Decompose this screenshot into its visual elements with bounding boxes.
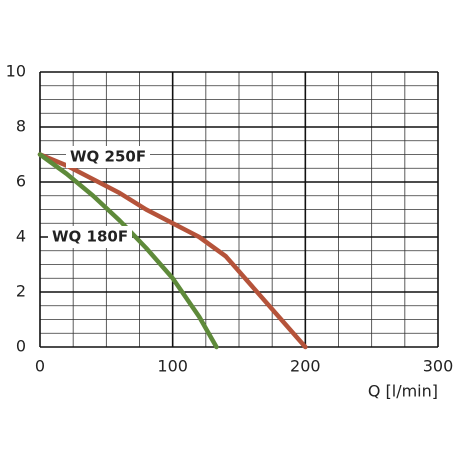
- y-tick-label: 0: [16, 337, 26, 356]
- label-background: [66, 146, 150, 168]
- series-line: [37, 152, 308, 350]
- y-tick-label: 2: [16, 282, 26, 301]
- x-axis-label: Q [l/min]: [368, 382, 438, 401]
- y-tick-label: 6: [16, 172, 26, 191]
- series-line: [37, 152, 219, 350]
- label-background: [48, 226, 132, 248]
- x-tick-label: 300: [423, 357, 454, 376]
- x-tick-label: 100: [157, 357, 188, 376]
- y-tick-label: 8: [16, 117, 26, 136]
- y-tick-label: 4: [16, 227, 26, 246]
- y-tick-label: 10: [6, 62, 26, 81]
- series-label: WQ 250F: [70, 148, 146, 166]
- x-tick-label: 200: [290, 357, 321, 376]
- series-label: WQ 180F: [52, 228, 128, 246]
- x-tick-label: 0: [35, 357, 45, 376]
